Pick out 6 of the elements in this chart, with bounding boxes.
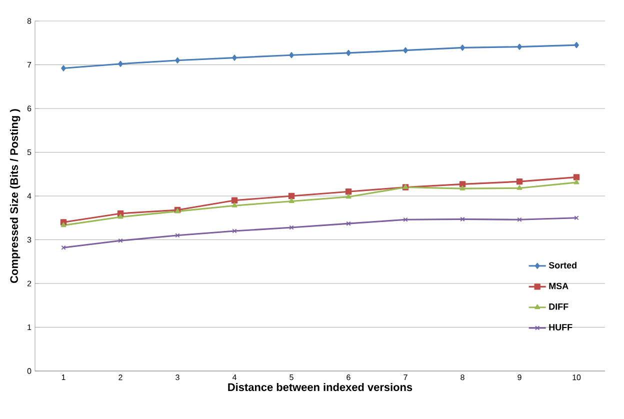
legend-label: Sorted <box>548 262 576 268</box>
legend-label: DIFF <box>549 304 568 310</box>
legend-label: HUFF <box>549 324 572 330</box>
legend-label: MSA <box>549 282 568 290</box>
x-axis-title: Distance between indexed versions <box>228 383 412 392</box>
y-axis-title: Compressed Size (Bits / Posting ) <box>10 109 20 283</box>
